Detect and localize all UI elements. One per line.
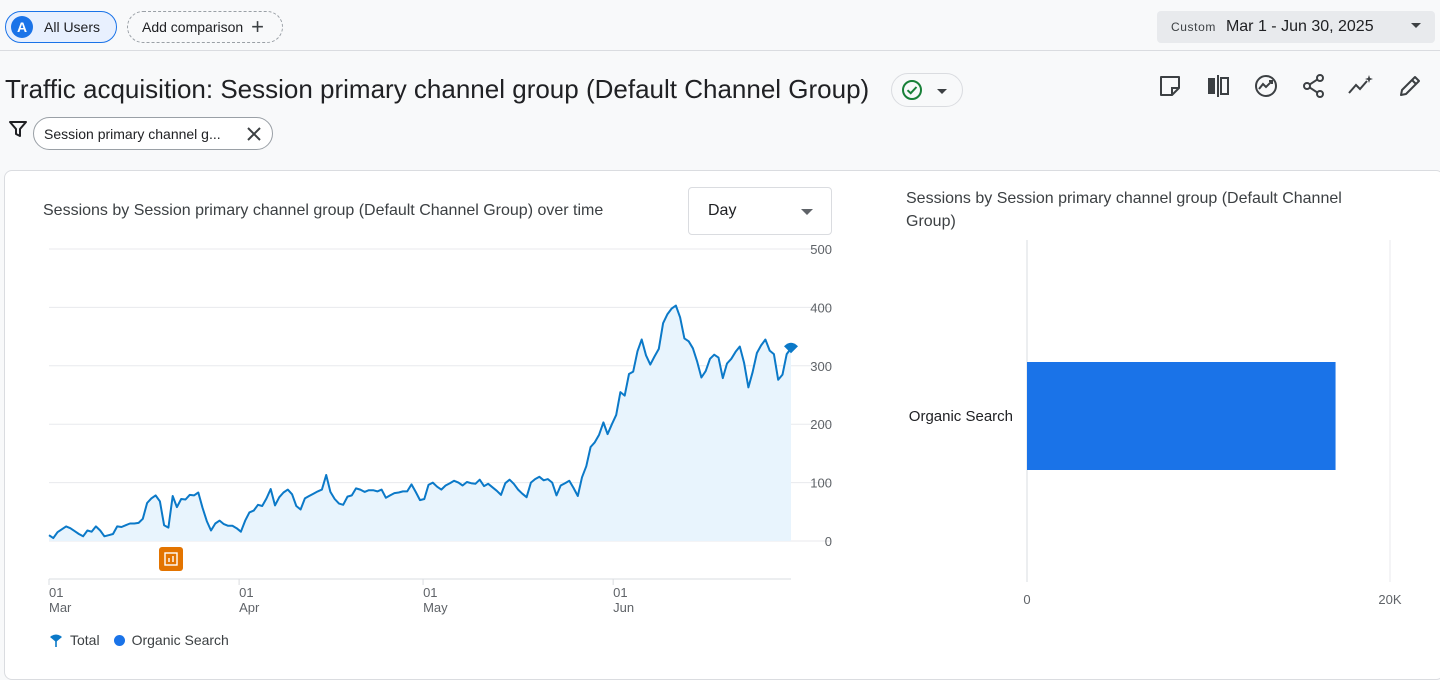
date-range-picker[interactable]: Custom Mar 1 - Jun 30, 2025 — [1157, 11, 1435, 43]
filter-icon — [8, 119, 28, 144]
add-comparison-label: Add comparison — [142, 19, 244, 35]
sparkle-insights-icon[interactable] — [1347, 72, 1375, 100]
insights-chart-icon[interactable] — [1252, 72, 1280, 100]
note-icon[interactable] — [1156, 72, 1184, 100]
chevron-down-icon — [937, 89, 947, 94]
pin-marker-icon — [50, 634, 62, 647]
edit-pencil-icon[interactable] — [1396, 72, 1424, 100]
granularity-value: Day — [708, 202, 737, 219]
add-comparison-button[interactable]: Add comparison + — [127, 11, 283, 43]
report-card — [4, 170, 1440, 680]
chevron-down-icon — [1411, 23, 1421, 28]
filter-chip-label: Session primary channel g... — [44, 125, 221, 142]
bar-chart-title: Sessions by Session primary channel grou… — [906, 190, 1342, 230]
compare-columns-icon[interactable] — [1204, 72, 1232, 100]
report-topbar: A All Users Add comparison + Custom Mar … — [0, 0, 1440, 51]
line-chart-title: Sessions by Session primary channel grou… — [43, 202, 604, 219]
line-chart-legend: Total Organic Search — [49, 632, 243, 648]
dot-icon — [113, 634, 125, 646]
legend-item-total[interactable]: Total — [49, 632, 100, 648]
users-chip-label: All Users — [44, 19, 101, 35]
date-range-value: Mar 1 - Jun 30, 2025 — [1225, 18, 1374, 35]
report-status-dropdown[interactable] — [891, 73, 963, 107]
page-title: Traffic acquisition: Session primary cha… — [5, 74, 870, 104]
users-avatar: A — [11, 16, 33, 38]
date-range-badge: Custom — [1171, 20, 1216, 34]
legend-organic-label: Organic Search — [131, 632, 229, 648]
filter-chip[interactable]: Session primary channel g... — [33, 117, 273, 150]
share-icon[interactable] — [1300, 72, 1328, 100]
legend-item-organic-search[interactable]: Organic Search — [113, 632, 229, 648]
plus-icon: + — [251, 14, 265, 39]
check-circle-icon — [902, 80, 922, 100]
granularity-select[interactable]: Day — [688, 187, 832, 235]
legend-total-label: Total — [70, 632, 100, 648]
close-icon[interactable] — [245, 125, 263, 143]
chevron-down-icon — [801, 209, 813, 215]
all-users-chip[interactable]: A All Users — [5, 11, 117, 43]
